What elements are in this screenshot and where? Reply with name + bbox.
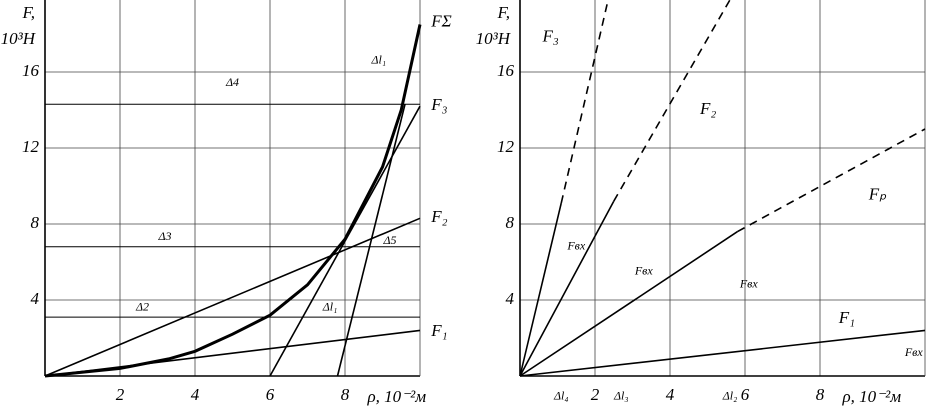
series-line	[519, 202, 563, 377]
annotation: Fвх	[904, 345, 924, 359]
annotation: Δl₄	[553, 389, 569, 403]
x-tick-label: 6	[266, 385, 275, 404]
annotation: Δl₁	[370, 52, 386, 66]
series-label: F₃	[542, 27, 559, 46]
x-tick-label: 2	[591, 385, 600, 404]
x-axis-label: ρ, 10⁻²м	[842, 387, 902, 406]
annotation: Δl₂	[722, 389, 738, 403]
annotation: Δ5	[382, 233, 396, 247]
annotation: Δ3	[157, 229, 171, 243]
x-tick-label: 4	[666, 385, 675, 404]
y-axis-label: 10³H	[476, 29, 512, 48]
series-line	[519, 230, 738, 377]
series-line	[44, 24, 422, 378]
series-line	[336, 104, 406, 377]
series-label: F₂	[699, 99, 716, 118]
x-tick-label: 6	[741, 385, 750, 404]
series-label: FΣ	[430, 12, 452, 31]
y-axis-label: F,	[22, 3, 35, 22]
x-tick-label: 4	[191, 385, 200, 404]
annotation: Δ4	[225, 75, 239, 89]
series-line	[519, 200, 615, 377]
series-label: F₃	[430, 95, 447, 114]
annotation: Fвх	[634, 263, 654, 277]
series-line	[519, 329, 926, 377]
series-line	[737, 128, 926, 233]
x-axis-label: ρ, 10⁻²м	[367, 387, 427, 406]
y-axis-label: 10³H	[1, 29, 37, 48]
annotation: Δl₁	[322, 299, 338, 313]
series-label: F₁	[430, 321, 447, 340]
y-tick-label: 4	[506, 289, 515, 308]
y-axis-label: F,	[497, 3, 510, 22]
series-label: Fₚ	[868, 184, 887, 203]
series-line	[44, 329, 421, 377]
y-tick-label: 8	[31, 213, 40, 232]
annotation: Δl₃	[613, 389, 629, 403]
x-tick-label: 2	[116, 385, 125, 404]
series-line	[560, 0, 609, 204]
annotation: Δ2	[135, 299, 149, 313]
series-line	[44, 217, 421, 377]
y-tick-label: 12	[22, 137, 40, 156]
series-label: F₂	[430, 207, 447, 226]
x-tick-label: 8	[341, 385, 350, 404]
y-tick-label: 16	[22, 61, 40, 80]
series-line	[269, 105, 421, 377]
annotation: Fвх	[739, 277, 759, 291]
series-line	[613, 0, 731, 202]
x-tick-label: 8	[816, 385, 825, 404]
y-tick-label: 8	[506, 213, 515, 232]
y-tick-label: 12	[497, 137, 515, 156]
annotation: Fвх	[566, 239, 586, 253]
y-tick-label: 16	[497, 61, 515, 80]
series-label: F₁	[838, 308, 855, 327]
y-tick-label: 4	[31, 289, 40, 308]
